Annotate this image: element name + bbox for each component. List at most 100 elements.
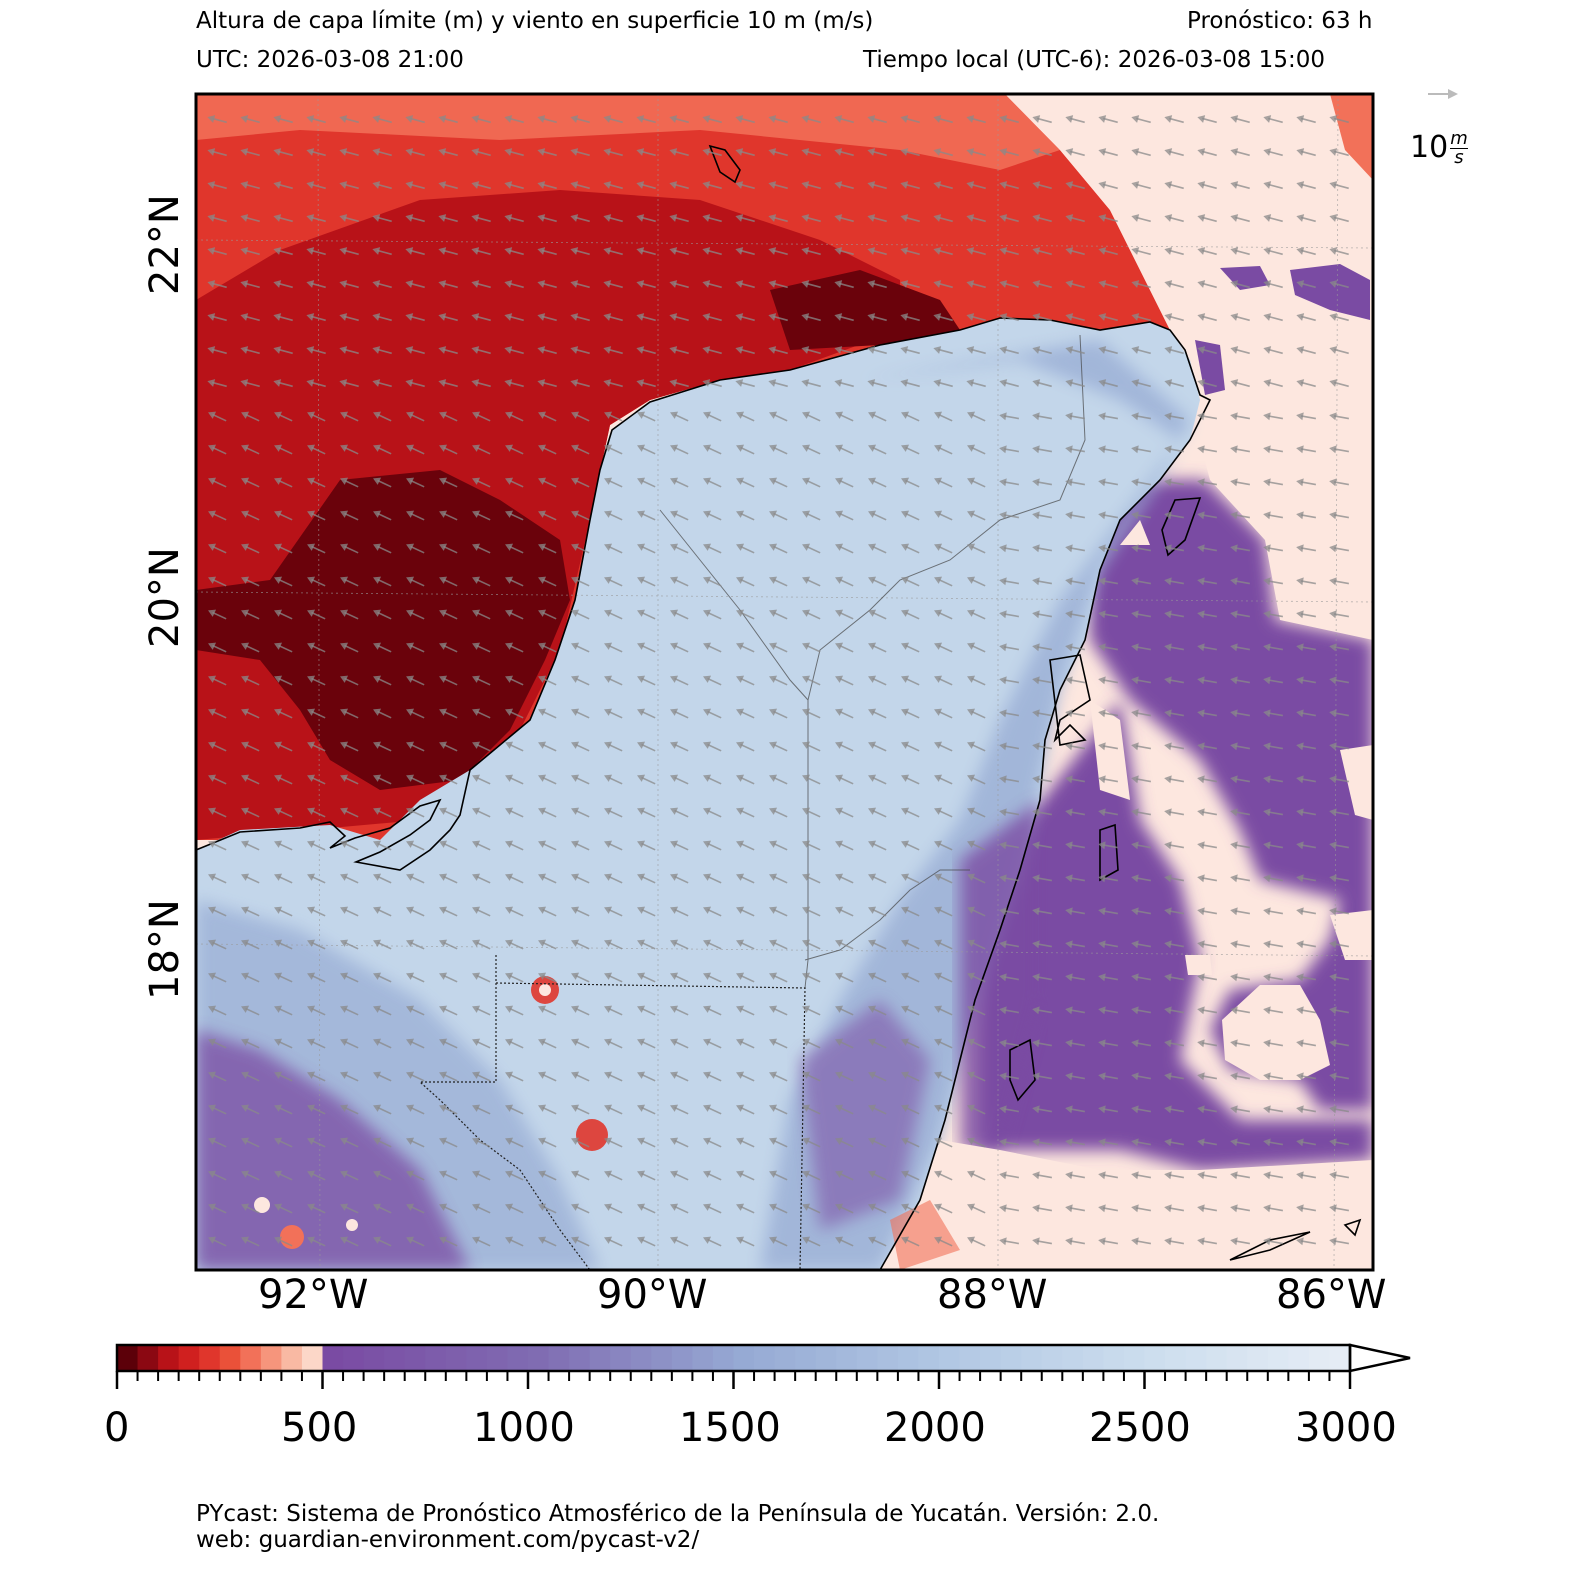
wind-arrow — [999, 775, 1020, 784]
wind-arrow — [1329, 445, 1350, 454]
wind-arrow — [1098, 313, 1118, 322]
wind-arrow — [769, 510, 788, 521]
wind-arrow — [241, 1005, 260, 1016]
wind-arrow — [1065, 940, 1086, 949]
wind-arrow — [274, 972, 293, 983]
wind-arrow — [1230, 1105, 1251, 1114]
wind-arrow — [472, 543, 491, 554]
wind-arrow — [835, 675, 854, 686]
wind-arrow — [1263, 841, 1284, 850]
wind-arrow — [208, 807, 227, 818]
wind-arrow — [901, 543, 920, 554]
wind-arrow — [1263, 1006, 1284, 1015]
wind-arrow — [1131, 1138, 1152, 1147]
wind-arrow — [835, 543, 854, 554]
wind-arrow — [406, 807, 425, 818]
wind-arrow — [537, 313, 557, 322]
wind-key-unit-den: s — [1454, 147, 1464, 168]
wind-arrow — [1131, 940, 1152, 949]
wind-arrow — [372, 313, 392, 322]
wind-arrow — [1065, 1105, 1086, 1114]
wind-arrow — [570, 379, 590, 388]
wind-arrow — [1263, 610, 1284, 619]
wind-arrow — [999, 610, 1020, 619]
wind-arrow — [1263, 478, 1284, 487]
wind-arrow — [967, 906, 986, 917]
wind-arrow — [703, 1038, 722, 1049]
wind-arrow — [1263, 214, 1283, 223]
wind-arrow — [736, 972, 755, 983]
wind-arrow — [1296, 280, 1316, 289]
wind-arrow — [901, 774, 920, 785]
wind-arrow — [406, 939, 425, 950]
wind-arrow — [1329, 775, 1350, 784]
wind-arrow — [768, 115, 788, 124]
wind-arrow — [1329, 1171, 1350, 1180]
wind-arrow — [901, 1170, 920, 1181]
wind-arrow — [769, 576, 788, 587]
wind-arrow — [637, 609, 656, 620]
wind-arrow — [1197, 973, 1218, 982]
wind-arrow — [966, 181, 986, 190]
wind-arrow — [307, 972, 326, 983]
wind-arrow — [1263, 379, 1283, 388]
wind-arrow — [537, 379, 557, 388]
wind-arrow — [637, 1137, 656, 1148]
wind-arrow — [1164, 1072, 1185, 1081]
wind-arrow — [1263, 115, 1283, 124]
wind-arrow — [900, 115, 920, 124]
wind-arrow — [274, 1038, 293, 1049]
wind-arrow — [670, 576, 689, 587]
wind-arrow — [406, 972, 425, 983]
wind-arrow — [505, 609, 524, 620]
wind-arrow — [438, 346, 458, 355]
wind-arrow — [1098, 973, 1119, 982]
wind-arrow — [868, 1071, 887, 1082]
wind-arrow — [636, 115, 656, 124]
wind-arrow — [471, 214, 491, 223]
wind-arrow — [604, 411, 623, 422]
wind-arrow — [802, 576, 821, 587]
wind-arrow — [1263, 511, 1284, 520]
wind-arrow — [405, 247, 425, 256]
wind-arrow — [241, 1236, 260, 1247]
wind-arrow — [472, 840, 491, 851]
wind-arrow — [1296, 676, 1317, 685]
wind-arrow — [636, 214, 656, 223]
wind-arrow — [1329, 379, 1349, 388]
wind-arrow — [274, 675, 293, 686]
wind-arrow — [1329, 544, 1350, 553]
wind-arrow — [1098, 115, 1118, 124]
wind-arrow — [538, 477, 557, 488]
wind-arrow — [736, 576, 755, 587]
map-title: Altura de capa límite (m) y viento en su… — [196, 8, 874, 34]
wind-arrow — [999, 1039, 1020, 1048]
wind-arrow — [901, 576, 920, 587]
wind-arrow — [604, 906, 623, 917]
political-borders — [659, 334, 1086, 989]
wind-arrow — [1032, 775, 1053, 784]
wind-arrow — [307, 1137, 326, 1148]
wind-arrow — [307, 906, 326, 917]
wind-arrow — [373, 1104, 392, 1115]
wind-arrow — [966, 214, 986, 223]
wind-arrow — [1263, 1138, 1284, 1147]
wind-arrow — [240, 346, 260, 355]
wind-arrow — [604, 510, 623, 521]
wind-arrow — [1329, 643, 1350, 652]
wind-arrow — [670, 543, 689, 554]
wind-arrow — [273, 379, 293, 388]
wind-arrow — [1197, 1039, 1218, 1048]
wind-arrow — [636, 313, 656, 322]
colorbar-tick-1500: 1500 — [679, 1405, 781, 1451]
wind-arrow — [274, 576, 293, 587]
wind-arrow — [637, 675, 656, 686]
wind-vectors — [207, 115, 1350, 1247]
wind-arrow — [1230, 1039, 1251, 1048]
wind-arrow — [835, 444, 854, 455]
wind-arrow — [967, 609, 986, 620]
wind-arrow — [999, 214, 1019, 223]
wind-arrow — [274, 1104, 293, 1115]
wind-arrow — [273, 346, 293, 355]
wind-arrow — [1164, 478, 1185, 487]
